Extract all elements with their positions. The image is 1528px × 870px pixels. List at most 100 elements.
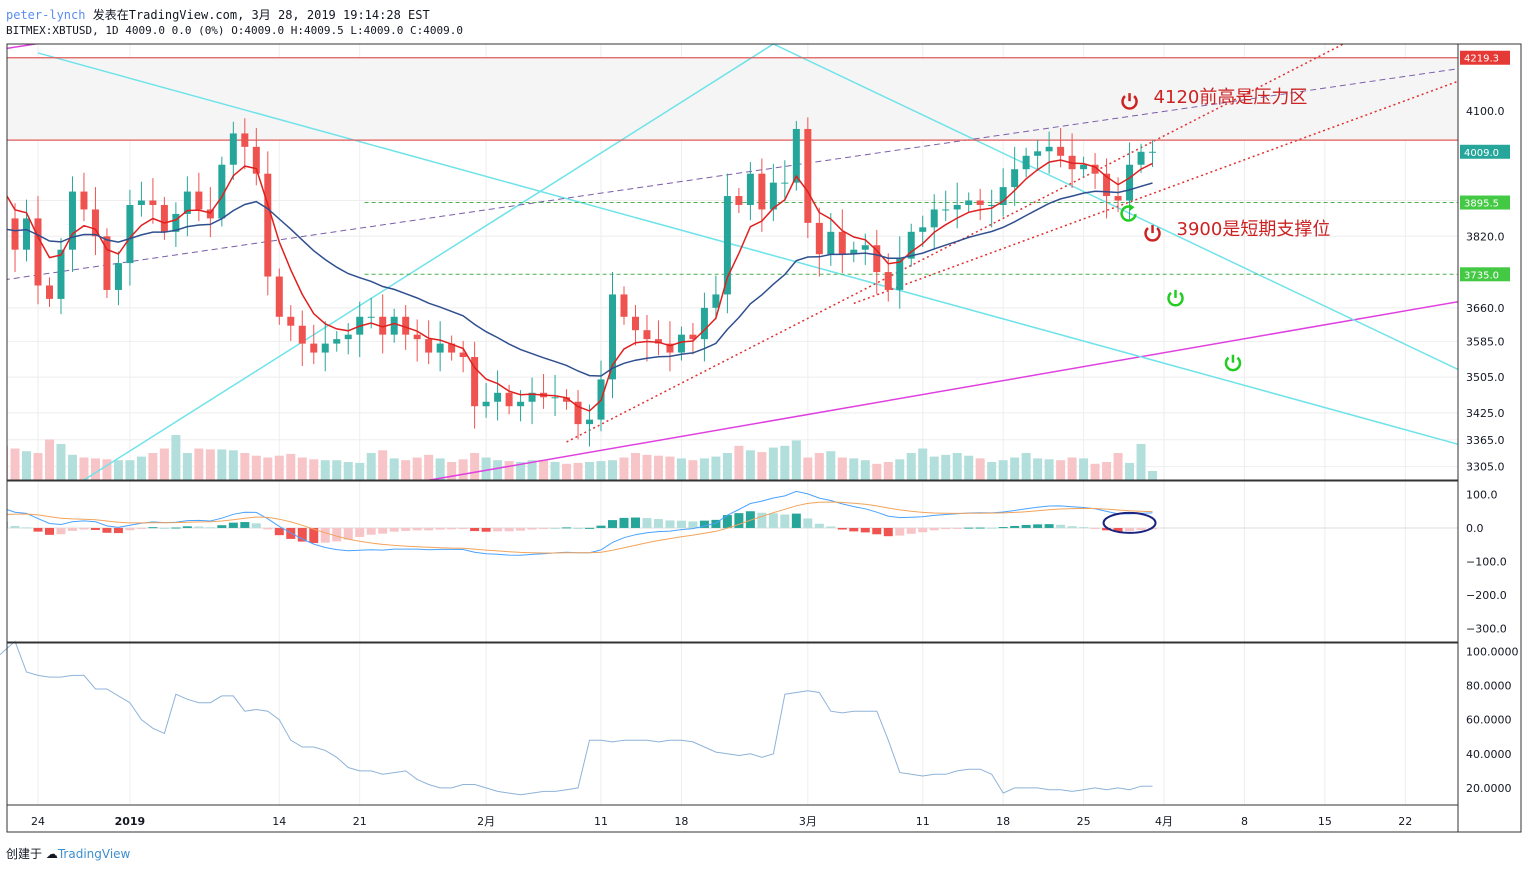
oscillator-tick-label: 20.0000: [1466, 782, 1512, 795]
oscillator-tick-label: 60.0000: [1466, 714, 1512, 727]
volume-bar: [1044, 459, 1054, 480]
candle-body: [425, 339, 433, 353]
macd-histogram-bar: [182, 526, 192, 528]
candle-body: [160, 204, 168, 232]
volume-bar: [849, 458, 859, 480]
tradingview-brand[interactable]: TradingView: [57, 847, 131, 861]
candle-body: [654, 339, 662, 344]
volume-bar: [918, 448, 928, 480]
candle-body: [689, 334, 697, 340]
volume-bar: [481, 457, 491, 480]
volume-bar: [113, 460, 123, 480]
candle-body: [746, 173, 754, 205]
volume-bar: [148, 453, 158, 480]
candle-body: [252, 146, 260, 174]
volume-bar: [642, 454, 652, 480]
macd-histogram-bar: [10, 525, 20, 528]
candle-body: [195, 191, 203, 210]
author-link[interactable]: peter-lynch: [6, 8, 86, 22]
candle-body: [137, 200, 145, 205]
macd-histogram-bar: [608, 520, 617, 528]
power-icon: [1121, 93, 1138, 110]
macd-histogram-bar: [653, 519, 663, 528]
macd-histogram-bar: [688, 521, 698, 528]
time-tick-label: 25: [1077, 815, 1091, 828]
macd-histogram-bar: [941, 527, 951, 530]
time-tick-label: 2月: [477, 815, 495, 828]
volume-bar: [964, 455, 974, 480]
power-icon-arc: [1121, 95, 1138, 110]
volume-bar: [182, 453, 192, 480]
price-tag-label: 4219.3: [1464, 54, 1499, 65]
price-tick-label: 3305.0: [1466, 461, 1505, 474]
candle-body: [229, 133, 237, 165]
volume-bar: [228, 450, 238, 480]
price-tag-label: 3735.0: [1464, 270, 1499, 281]
candle-body: [241, 133, 249, 147]
candle-body: [574, 401, 582, 425]
volume-bar: [1079, 458, 1089, 480]
candle-body: [7, 178, 8, 219]
volume-bar: [1148, 471, 1158, 480]
macd-tick-label: −300.0: [1466, 623, 1507, 636]
candle-body: [942, 209, 950, 211]
macd-histogram-bar: [33, 527, 43, 532]
volume-bar: [56, 444, 66, 480]
macd-histogram-bar: [343, 527, 353, 540]
macd-pane: [7, 490, 1458, 556]
volume-bar: [401, 460, 411, 480]
volume-bar: [768, 447, 778, 480]
macd-histogram-bar: [1010, 526, 1020, 528]
volume-bar: [527, 460, 537, 480]
volume-bar: [412, 457, 422, 480]
volume-bar: [435, 458, 445, 480]
symbol-label[interactable]: BITMEX:XBTUSD, 1D: [6, 24, 119, 37]
tradingview-logo-icon: ☁: [45, 847, 58, 861]
volume-bar: [803, 457, 813, 480]
macd-histogram-bar: [1044, 524, 1054, 528]
macd-histogram-bar: [366, 527, 376, 535]
time-tick-label: 11: [916, 815, 930, 828]
volume-bar: [251, 455, 261, 480]
volume-bar: [757, 452, 767, 480]
candle-body: [827, 231, 835, 255]
volume-bar: [79, 457, 89, 480]
candle-body: [666, 343, 674, 353]
candle-body: [206, 209, 214, 219]
macd-histogram-bar: [550, 527, 560, 529]
candle-body: [999, 187, 1007, 205]
macd-histogram-bar: [44, 527, 54, 535]
candle-body: [1034, 151, 1042, 156]
volume-bar: [355, 462, 365, 480]
publish-info: 发表在TradingView.com, 3月 28, 2019 19:14:28…: [92, 8, 430, 22]
candle-body: [1114, 196, 1122, 201]
volume-bar: [941, 454, 951, 480]
candle-body: [68, 191, 76, 250]
macd-histogram-bar: [458, 527, 468, 530]
candle-body: [712, 294, 720, 308]
macd-highlight-circle: [1102, 511, 1157, 534]
macd-histogram-bar: [22, 527, 32, 529]
price-tag-box: [1460, 195, 1510, 210]
candle-body: [23, 218, 31, 250]
candle-body: [80, 191, 88, 210]
macd-histogram-bar: [378, 527, 388, 534]
macd-histogram-bar: [987, 527, 997, 529]
volume-bar: [826, 451, 836, 480]
volume-bar: [539, 460, 549, 480]
volume-bar: [883, 462, 893, 480]
volume-bar: [1090, 463, 1100, 480]
macd-histogram-bar: [585, 527, 595, 529]
time-tick-label: 15: [1318, 815, 1332, 828]
macd-histogram-bar: [918, 527, 928, 533]
macd-signal-line: [7, 501, 1153, 554]
macd-histogram-bar: [274, 527, 284, 536]
volume-bar: [90, 458, 100, 480]
candle-body: [1045, 146, 1053, 152]
candle-body: [218, 164, 226, 219]
candle-body: [1091, 164, 1099, 174]
volume-bar: [1067, 457, 1077, 480]
candle-body: [677, 334, 685, 353]
macd-histogram-bar: [171, 527, 181, 529]
